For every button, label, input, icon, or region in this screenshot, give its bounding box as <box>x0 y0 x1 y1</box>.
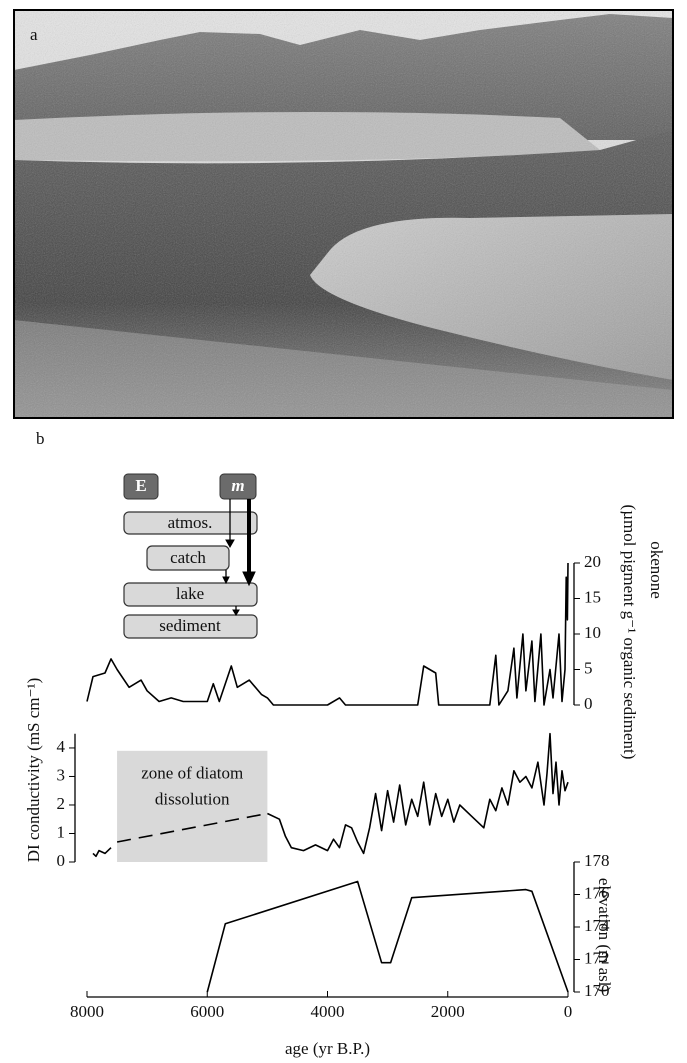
y-tick-label: 4 <box>57 737 66 756</box>
x-tick-label: 4000 <box>311 1002 345 1021</box>
x-tick-label: 2000 <box>431 1002 465 1021</box>
y-tick-label: 3 <box>57 765 66 784</box>
compartment-label: sediment <box>159 616 221 635</box>
zone-label: dissolution <box>155 790 230 809</box>
y-tick-label: 174 <box>584 916 610 935</box>
y-tick-label: 0 <box>584 694 593 713</box>
arrowhead <box>232 609 240 616</box>
y-tick-label: 178 <box>584 851 610 870</box>
arrowhead <box>242 571 256 587</box>
data-line <box>92 847 112 858</box>
panel-label: a <box>30 25 38 44</box>
compartment <box>123 614 258 639</box>
x-axis-label: age (yr B.P.) <box>285 1039 370 1058</box>
compartment-label: catch <box>170 548 206 567</box>
source-label: m <box>231 476 244 495</box>
y-tick-label: 10 <box>584 623 601 642</box>
photo <box>14 10 673 418</box>
y-tick-label: 176 <box>584 883 610 902</box>
y-tick-label: 172 <box>584 948 610 967</box>
y-tick-label: 0 <box>57 851 66 870</box>
source-label: E <box>135 476 146 495</box>
arrowhead <box>222 576 230 585</box>
y-axis-label: elevation (m asl) <box>595 878 614 992</box>
y-tick-label: 15 <box>584 587 601 606</box>
data-line <box>86 562 569 706</box>
data-line <box>116 812 268 843</box>
y-axis-label: DI conductivity (mS cm⁻¹) <box>24 678 43 863</box>
y-axis-label: (µmol pigment g⁻¹ organic sediment) <box>620 505 639 760</box>
shaded-zone <box>117 750 268 862</box>
y-tick-label: 1 <box>57 822 66 841</box>
compartment-label: lake <box>176 584 204 603</box>
y-tick-label: 2 <box>57 794 66 813</box>
y-tick-label: 20 <box>584 552 601 571</box>
data-line <box>206 880 569 993</box>
arrowhead <box>225 539 235 549</box>
diagram: E m atmos. catch lake sediment <box>123 473 258 639</box>
compartment-label: atmos. <box>168 513 213 532</box>
source-box <box>123 473 159 500</box>
compartment <box>146 545 230 571</box>
compartment <box>123 582 258 607</box>
photo-frame <box>13 9 674 419</box>
x-tick-label: 8000 <box>70 1002 104 1021</box>
source-box <box>219 473 257 500</box>
x-tick-label: 0 <box>564 1002 573 1021</box>
y-tick-label: 170 <box>584 981 610 1000</box>
zone-label: zone of diatom <box>141 764 243 783</box>
x-tick-label: 6000 <box>190 1002 224 1021</box>
compartment <box>123 511 258 535</box>
data-line <box>267 732 569 855</box>
panel-label: b <box>36 429 45 448</box>
y-axis-label: okenone <box>647 541 666 599</box>
y-tick-label: 5 <box>584 658 593 677</box>
